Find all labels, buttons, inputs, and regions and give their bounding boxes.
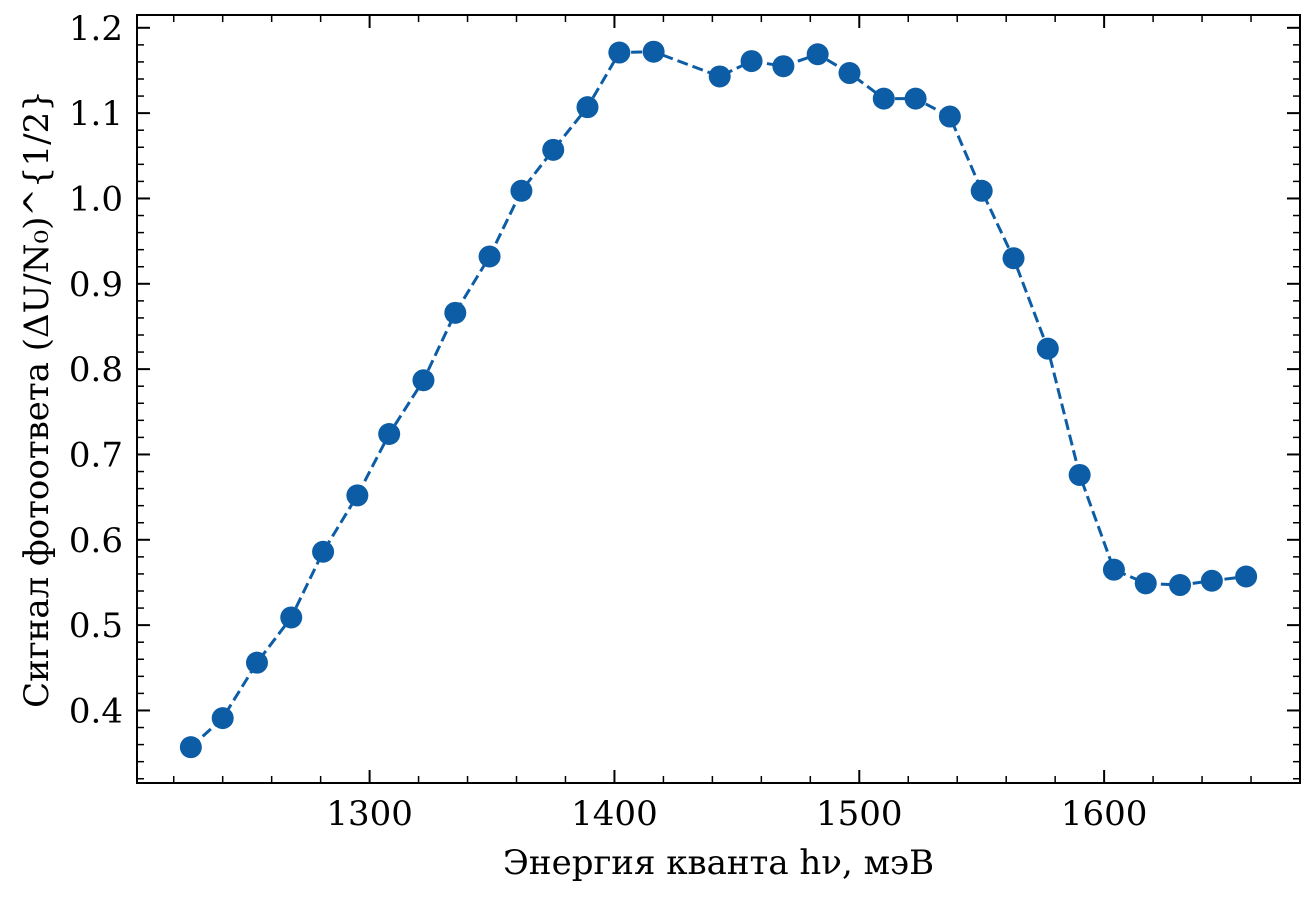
data-point bbox=[872, 87, 895, 110]
data-point bbox=[740, 50, 763, 73]
y-tick-label: 1.1 bbox=[69, 94, 123, 134]
data-point bbox=[708, 65, 731, 88]
data-point bbox=[938, 105, 961, 128]
data-point bbox=[806, 43, 829, 66]
data-point bbox=[608, 41, 631, 64]
x-tick-label: 1600 bbox=[1061, 794, 1148, 834]
data-point bbox=[970, 179, 993, 202]
data-point bbox=[1235, 565, 1258, 588]
data-point bbox=[1200, 569, 1223, 592]
y-tick-label: 0.4 bbox=[69, 691, 123, 731]
x-tick-label: 1300 bbox=[326, 794, 413, 834]
data-point bbox=[542, 138, 565, 161]
y-tick-label: 0.5 bbox=[69, 606, 123, 646]
y-axis-label: Сигнал фотоответа (ΔU/N₀)^{1/2} bbox=[17, 90, 57, 708]
y-tick-label: 1.2 bbox=[69, 9, 123, 49]
y-tick-label: 0.6 bbox=[69, 521, 123, 561]
plot-frame bbox=[136, 14, 1301, 784]
ticks-layer: 1300 1400 1500 1600 0.4 0.5 0.6 0.7 0.8 0.9 1.0 1.1… bbox=[69, 9, 1301, 834]
data-point bbox=[904, 87, 927, 110]
labels-layer: Энергия кванта hν, мэВ Сигнал фотоответа… bbox=[17, 90, 934, 883]
data-point bbox=[642, 40, 665, 63]
data-point bbox=[772, 55, 795, 78]
data-point bbox=[510, 179, 533, 202]
y-tick-label: 1.0 bbox=[69, 179, 123, 219]
data-point bbox=[211, 707, 234, 730]
data-point bbox=[1068, 463, 1091, 486]
data-point bbox=[179, 736, 202, 759]
data-point bbox=[1036, 337, 1059, 360]
data-point bbox=[245, 651, 268, 674]
series-line bbox=[189, 50, 1247, 749]
x-axis-label: Энергия кванта hν, мэВ bbox=[503, 843, 934, 883]
x-tick-label: 1400 bbox=[571, 794, 658, 834]
data-point bbox=[312, 540, 335, 563]
y-tick-label: 0.9 bbox=[69, 265, 123, 305]
data-point bbox=[478, 245, 501, 268]
data-point bbox=[280, 606, 303, 629]
data-point bbox=[1134, 572, 1157, 595]
data-point bbox=[838, 62, 861, 85]
data-point bbox=[1002, 247, 1025, 270]
y-tick-label: 0.7 bbox=[69, 435, 123, 475]
y-tick-label: 0.8 bbox=[69, 350, 123, 390]
x-tick-label: 1500 bbox=[816, 794, 903, 834]
data-point bbox=[576, 96, 599, 119]
data-point bbox=[1102, 558, 1125, 581]
data-point bbox=[378, 422, 401, 445]
data-point bbox=[444, 301, 467, 324]
data-point bbox=[1169, 574, 1192, 597]
data-point bbox=[346, 484, 369, 507]
data-layer bbox=[179, 40, 1258, 759]
data-point bbox=[412, 369, 435, 392]
